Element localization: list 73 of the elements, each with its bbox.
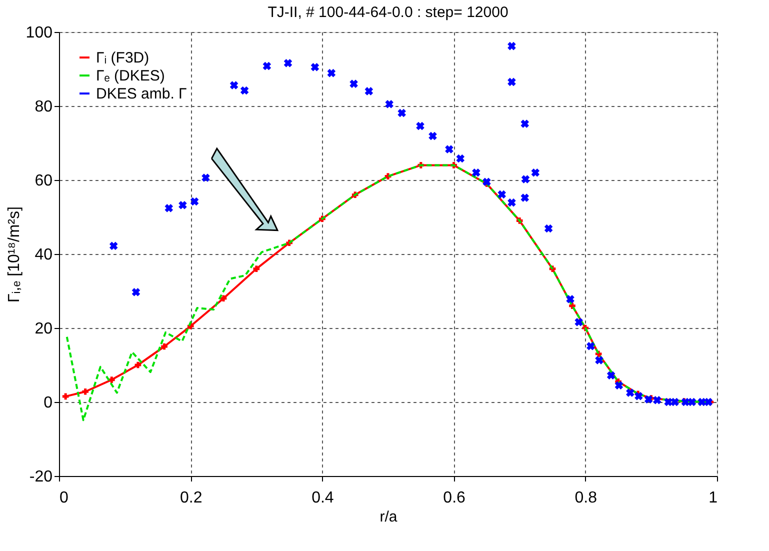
point bbox=[190, 197, 199, 206]
x-axis-title: r/a bbox=[380, 508, 398, 526]
point bbox=[416, 122, 424, 130]
point bbox=[681, 398, 690, 406]
point bbox=[428, 132, 437, 140]
point bbox=[220, 295, 227, 302]
point bbox=[544, 224, 553, 233]
point bbox=[364, 87, 374, 96]
point bbox=[350, 80, 358, 88]
point bbox=[586, 342, 595, 350]
y-tick-label: 40 bbox=[34, 246, 53, 264]
point bbox=[327, 68, 336, 78]
x-tick-label: 0 bbox=[60, 490, 68, 506]
legend-label: Γᵢ (F3D) bbox=[96, 50, 150, 66]
point bbox=[652, 396, 662, 404]
chart-title: TJ-II, # 100-44-64-0.0 : step= 12000 bbox=[268, 4, 508, 21]
point bbox=[704, 398, 713, 406]
point bbox=[520, 194, 530, 202]
point bbox=[132, 288, 140, 296]
x-tick-label: 0.6 bbox=[443, 490, 466, 506]
point bbox=[284, 58, 292, 68]
x-tick-label: 0.4 bbox=[312, 490, 334, 506]
point bbox=[134, 362, 142, 368]
point bbox=[262, 62, 272, 70]
point bbox=[230, 81, 238, 90]
point bbox=[574, 318, 583, 326]
point bbox=[595, 356, 604, 364]
legend-label: Γₑ (DKES) bbox=[96, 68, 165, 84]
point bbox=[644, 395, 653, 404]
point bbox=[664, 398, 672, 406]
point bbox=[178, 201, 187, 210]
point bbox=[385, 100, 394, 108]
point bbox=[482, 178, 491, 186]
point bbox=[634, 392, 643, 400]
point bbox=[521, 175, 530, 184]
point bbox=[82, 388, 88, 395]
point bbox=[456, 154, 465, 163]
x-tick-label: 0.8 bbox=[574, 490, 598, 506]
y-tick-label: 60 bbox=[34, 172, 53, 190]
point bbox=[670, 398, 680, 406]
y-axis-title: Γᵢ,ₑ [10¹⁸/m²s] bbox=[6, 206, 23, 303]
point bbox=[508, 78, 516, 86]
y-tick-label: 20 bbox=[34, 320, 53, 338]
point bbox=[566, 295, 574, 304]
point bbox=[445, 145, 454, 154]
point bbox=[520, 120, 530, 128]
x-tick-label: 1 bbox=[708, 490, 718, 506]
point bbox=[508, 198, 516, 207]
point bbox=[202, 174, 210, 182]
point bbox=[698, 398, 706, 406]
point bbox=[606, 371, 616, 380]
y-tick-label: 100 bbox=[26, 24, 53, 42]
point bbox=[626, 388, 634, 397]
point bbox=[62, 393, 69, 400]
point bbox=[614, 381, 624, 390]
point bbox=[398, 108, 406, 118]
point bbox=[310, 63, 320, 72]
point bbox=[109, 242, 118, 250]
point bbox=[164, 204, 174, 212]
point bbox=[531, 168, 540, 177]
point bbox=[240, 86, 249, 95]
point bbox=[161, 343, 168, 350]
x-tick-label: 0.2 bbox=[180, 490, 202, 506]
point bbox=[472, 168, 480, 177]
y-tick-label: -20 bbox=[29, 468, 53, 486]
point bbox=[108, 376, 115, 383]
point bbox=[688, 398, 696, 406]
point bbox=[508, 42, 516, 50]
legend-label: DKES amb. Γ bbox=[96, 86, 187, 102]
point bbox=[253, 266, 260, 272]
point bbox=[498, 190, 506, 199]
y-tick-label: 80 bbox=[34, 98, 53, 116]
y-tick-label: 0 bbox=[44, 394, 53, 412]
